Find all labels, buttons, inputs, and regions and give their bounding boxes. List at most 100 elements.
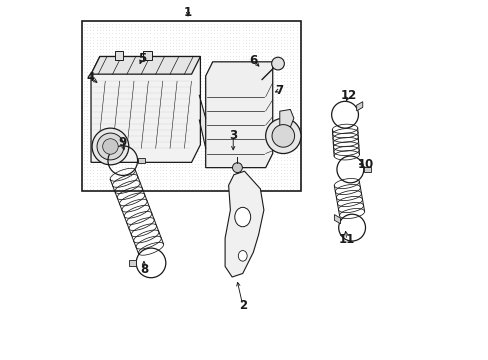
Point — [108, 43, 116, 49]
Point — [279, 174, 287, 179]
Point — [121, 91, 129, 96]
Point — [127, 34, 135, 40]
Point — [168, 40, 176, 46]
Point — [134, 69, 142, 75]
Point — [238, 85, 246, 90]
Point — [206, 37, 214, 42]
Point — [134, 50, 142, 55]
Point — [86, 37, 94, 42]
Point — [102, 104, 110, 109]
Point — [232, 34, 240, 40]
Point — [289, 81, 297, 87]
Point — [83, 46, 91, 52]
Point — [108, 174, 116, 179]
Point — [181, 85, 189, 90]
Point — [197, 180, 205, 185]
Point — [99, 27, 106, 33]
Point — [279, 34, 287, 40]
Point — [80, 186, 87, 192]
Point — [203, 50, 211, 55]
Point — [292, 154, 300, 160]
Point — [137, 154, 144, 160]
Point — [210, 129, 218, 135]
Point — [115, 139, 122, 144]
Point — [283, 164, 290, 170]
Point — [168, 174, 176, 179]
Point — [251, 66, 259, 71]
Point — [118, 85, 125, 90]
Point — [102, 158, 110, 163]
Point — [266, 88, 274, 94]
Point — [168, 78, 176, 84]
Point — [283, 27, 290, 33]
Point — [216, 170, 224, 176]
Point — [187, 78, 195, 84]
Point — [229, 135, 237, 141]
Point — [187, 59, 195, 65]
Point — [285, 91, 293, 96]
Point — [206, 53, 214, 59]
Point — [115, 183, 122, 189]
Point — [127, 97, 135, 103]
Point — [159, 145, 167, 150]
Point — [115, 186, 122, 192]
Point — [197, 78, 205, 84]
Point — [257, 154, 265, 160]
Point — [203, 129, 211, 135]
Point — [238, 21, 246, 27]
Point — [146, 139, 154, 144]
Point — [178, 43, 186, 49]
Point — [260, 66, 268, 71]
Point — [153, 81, 161, 87]
Point — [235, 62, 243, 68]
Point — [140, 81, 148, 87]
Point — [105, 123, 113, 129]
Point — [242, 75, 249, 81]
Point — [248, 174, 256, 179]
Point — [266, 186, 274, 192]
Point — [264, 56, 271, 62]
Point — [187, 21, 195, 27]
Point — [251, 148, 259, 154]
Point — [257, 94, 265, 100]
Point — [105, 100, 113, 106]
Point — [168, 145, 176, 150]
Point — [156, 66, 163, 71]
Point — [260, 145, 268, 150]
Point — [175, 72, 183, 77]
Point — [184, 56, 192, 62]
Point — [165, 91, 173, 96]
Point — [219, 24, 227, 30]
Point — [191, 126, 199, 131]
Point — [83, 113, 91, 119]
Point — [102, 72, 110, 77]
Point — [108, 116, 116, 122]
Point — [86, 88, 94, 94]
Point — [248, 75, 256, 81]
Point — [203, 40, 211, 46]
Point — [92, 69, 100, 75]
Point — [197, 161, 205, 166]
Point — [216, 27, 224, 33]
Point — [229, 183, 237, 189]
Point — [295, 120, 303, 125]
Point — [181, 161, 189, 166]
Point — [127, 43, 135, 49]
Point — [273, 50, 281, 55]
Point — [203, 91, 211, 96]
Point — [178, 132, 186, 138]
Point — [156, 177, 163, 183]
Point — [130, 148, 138, 154]
Point — [187, 31, 195, 36]
Point — [200, 148, 208, 154]
Point — [187, 126, 195, 131]
Point — [232, 59, 240, 65]
Point — [140, 164, 148, 170]
Point — [229, 129, 237, 135]
Point — [194, 85, 202, 90]
Point — [134, 85, 142, 90]
Point — [99, 183, 106, 189]
Point — [121, 139, 129, 144]
Point — [178, 53, 186, 59]
Polygon shape — [91, 57, 200, 74]
